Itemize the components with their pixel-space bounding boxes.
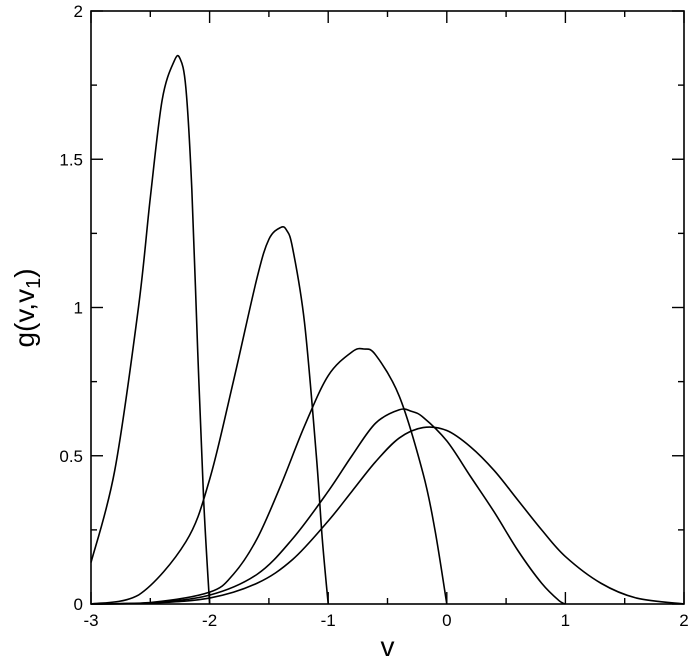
x-tick-label: -1 <box>321 611 336 630</box>
plot-area-border <box>90 10 685 605</box>
series-line-1 <box>90 54 211 605</box>
y-tick-label: 0 <box>74 595 83 614</box>
y-tick-label: 1 <box>74 299 83 318</box>
x-tick-label: -2 <box>202 611 217 630</box>
series-line-2 <box>90 225 329 605</box>
series-line-5 <box>90 426 685 605</box>
plot-frame <box>90 10 685 605</box>
series-line-3 <box>90 347 448 605</box>
x-tick-label: 2 <box>679 611 688 630</box>
y-axis-title-subscript: 1 <box>23 278 45 289</box>
y-axis-tick-labels: 0 0.5 1 1.5 2 <box>59 2 83 614</box>
y-tick-label: 1.5 <box>59 150 83 169</box>
series-line-4 <box>90 408 566 605</box>
x-axis-title: v <box>381 631 395 660</box>
y-axis-title-close: ) <box>9 268 40 277</box>
x-tick-label: 1 <box>561 611 570 630</box>
x-tick-label: -3 <box>83 611 98 630</box>
x-axis-tick-labels: -3 -2 -1 0 1 2 <box>83 611 688 630</box>
y-axis-title-main: g(v,v <box>9 289 40 348</box>
y-tick-label: 0.5 <box>59 447 83 466</box>
y-axis-title: g(v,v1) <box>9 268 45 347</box>
series-lines <box>90 54 685 605</box>
y-tick-label: 2 <box>74 2 83 21</box>
axis-ticks <box>90 10 685 605</box>
x-tick-label: 0 <box>442 611 451 630</box>
